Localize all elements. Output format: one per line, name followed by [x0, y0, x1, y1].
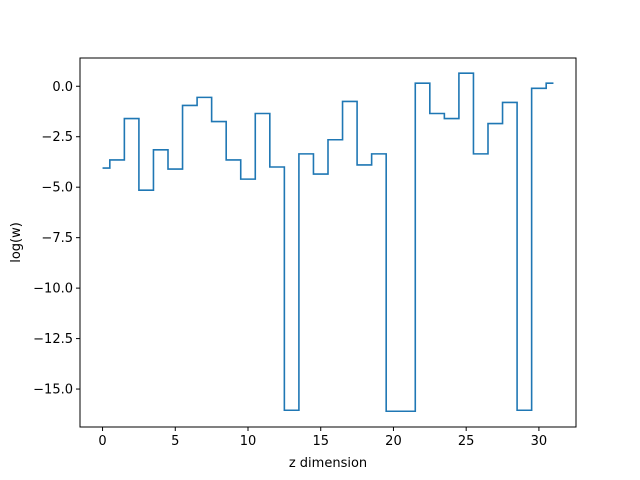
y-tick-label: −10.0: [33, 282, 73, 297]
y-tick-label: −2.5: [41, 130, 73, 145]
x-tick-label: 0: [98, 434, 106, 449]
x-axis-ticks: 0 5 10 15 20 25 30: [98, 427, 547, 449]
y-axis-label: log(w): [9, 222, 24, 263]
x-tick-label: 15: [312, 434, 329, 449]
x-tick-label: 25: [458, 434, 475, 449]
y-tick-label: −15.0: [33, 383, 73, 398]
y-tick-label: 0.0: [52, 80, 73, 95]
y-tick-label: −5.0: [41, 181, 73, 196]
x-tick-label: 30: [531, 434, 548, 449]
x-tick-label: 5: [171, 434, 179, 449]
x-axis-label: z dimension: [289, 456, 367, 471]
y-tick-label: −7.5: [41, 231, 73, 246]
y-axis-ticks: 0.0 −2.5 −5.0 −7.5 −10.0 −12.5 −15.0: [33, 80, 80, 398]
series-layer: [102, 72, 554, 413]
x-tick-label: 20: [385, 434, 402, 449]
x-tick-label: 10: [240, 434, 257, 449]
series-step-line: [102, 72, 554, 413]
axes-frame: [79, 57, 577, 428]
y-tick-label: −12.5: [33, 332, 73, 347]
